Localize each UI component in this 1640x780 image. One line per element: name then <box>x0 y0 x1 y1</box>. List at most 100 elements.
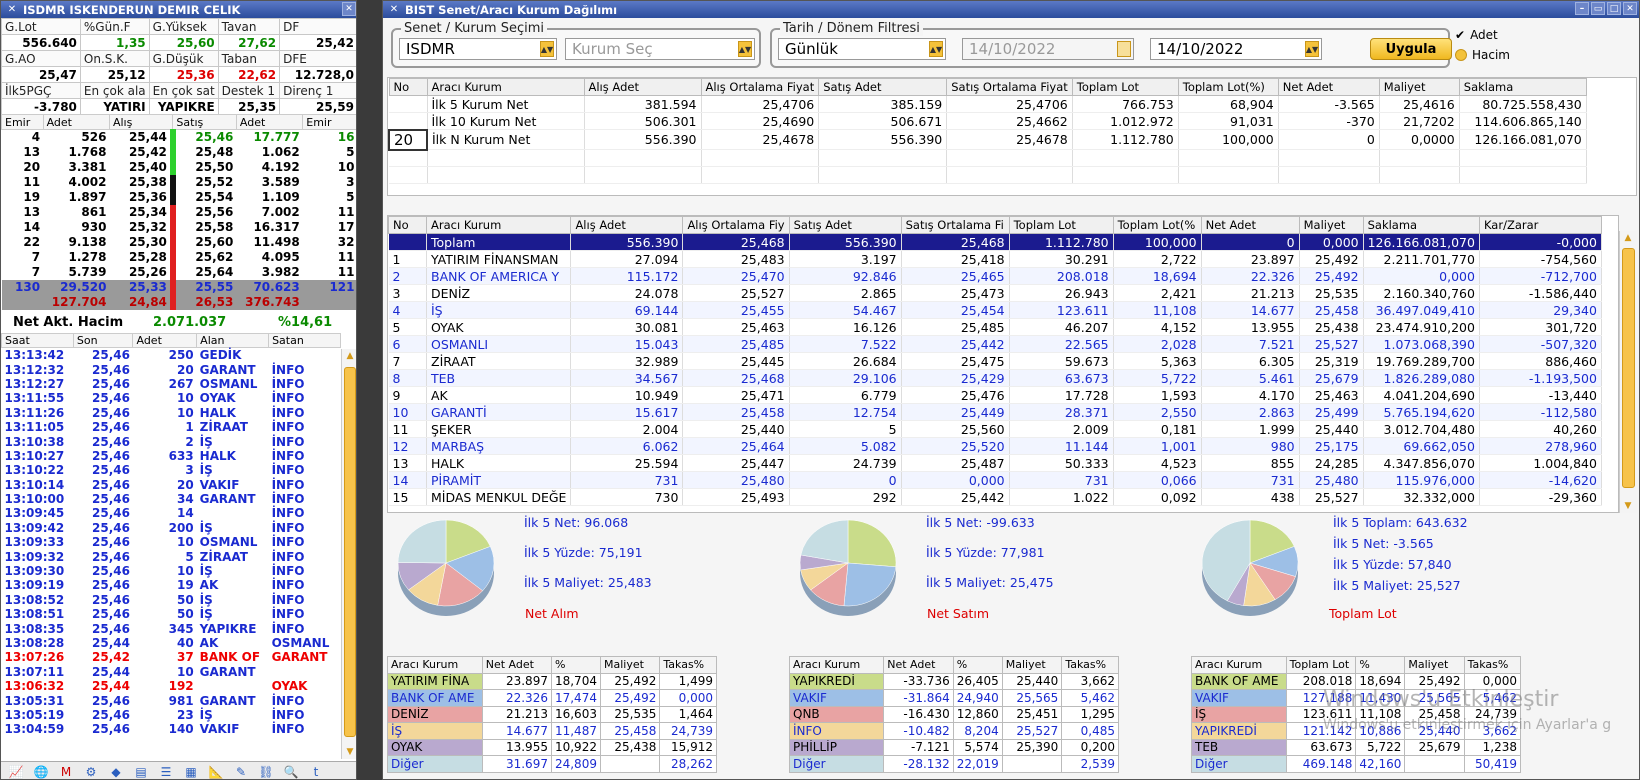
depth-row[interactable]: 20 3.381 25,40 25,50 4.192 10 <box>2 159 357 175</box>
pie-table-row[interactable]: Diğer -28.132 22,019 2,539 <box>788 755 1119 773</box>
trade-row[interactable]: 13:10:22 25,46 3 İŞ İNFO <box>2 463 341 477</box>
trade-row[interactable]: 13:07:26 25,42 37 BANK OF GARANT <box>2 650 341 664</box>
close-icon[interactable]: ✕ <box>389 4 399 15</box>
depth-row[interactable]: 11 4.002 25,38 25,52 3.589 3 <box>2 174 357 190</box>
trade-row[interactable]: 13:12:32 25,46 20 GARANT İNFO <box>2 362 341 377</box>
trade-row[interactable]: 13:09:19 25,46 19 AK İNFO <box>2 578 341 592</box>
maximize-icon[interactable]: □ <box>1607 2 1621 15</box>
pie-table-row[interactable]: YAPIKREDİ -33.736 26,405 25,440 3,662 <box>788 672 1119 690</box>
stock-titlebar[interactable]: ✕ ISDMR ISKENDERUN DEMIR CELIK ✕ <box>1 1 356 18</box>
pen-icon[interactable]: ✎ <box>235 764 247 779</box>
broker-row[interactable]: 3 DENİZ 24.078 25,527 2.865 25,473 26.943 2,421… <box>388 284 1602 302</box>
doc-icon[interactable]: ▤ <box>135 764 147 779</box>
ruler-icon[interactable]: 📐 <box>208 764 224 779</box>
trades-list[interactable]: Saat Son Adet Alan Satan 13:13:42 25,46 250 GEDİ… <box>1 333 356 758</box>
pie-table-row[interactable]: TEB 63.673 5,722 25,679 1,238 <box>1191 738 1522 756</box>
trade-row[interactable]: 13:11:26 25,46 10 HALK İNFO <box>2 406 341 420</box>
distribution-titlebar[interactable]: ✕ BIST Senet/Aracı Kurum Dağılımı – ▭ □ ✕ <box>383 1 1639 18</box>
trade-row[interactable]: 13:08:52 25,46 50 İŞ İNFO <box>2 593 341 607</box>
summary-col-header[interactable]: Toplam Lot <box>1071 78 1179 96</box>
broker-row[interactable]: 7 ZİRAAT 32.989 25,445 26.684 25,475 59.673 5,3… <box>388 352 1602 370</box>
chevron-down-icon[interactable]: ▲▼ <box>540 41 554 57</box>
checkbox-checked-icon[interactable]: ✔ <box>1455 28 1466 42</box>
summary-row[interactable]: İlk 5 Kurum Net 381.594 25,4706 385.159 25,4… <box>389 95 1587 113</box>
depth-row[interactable]: 14 930 25,32 25,58 16.317 17 <box>2 219 357 235</box>
pie-table-row[interactable]: İŞ 123.611 11,108 25,458 24,739 <box>1191 705 1522 723</box>
broker-row[interactable]: 9 AK 10.949 25,471 6.779 25,476 17.728 1,593 4.1… <box>388 386 1602 404</box>
depth-row[interactable]: 19 1.897 25,36 25,54 1.109 5 <box>2 189 357 205</box>
broker-row[interactable]: 6 OSMANLI 15.043 25,485 7.522 25,442 22.565 2,0… <box>388 335 1602 353</box>
kurum-select[interactable]: Kurum Seç ▲▼ <box>565 38 755 60</box>
broker-row[interactable]: 10 GARANTİ 15.617 25,458 12.754 25,449 28.371 2… <box>388 403 1602 421</box>
broker-row[interactable]: 2 BANK OF AMERICA Y 115.172 25,470 92.846 25,… <box>388 267 1602 285</box>
trade-row[interactable]: 13:11:55 25,46 10 OYAK İNFO <box>2 391 341 405</box>
broker-col-header[interactable]: Alış Adet <box>570 216 684 234</box>
broker-row[interactable]: 1 YATIRIM FİNANSMAN 27.094 25,483 3.197 25,41… <box>388 250 1602 268</box>
pie-table-row[interactable]: DENİZ 21.213 16,603 25,535 1,464 <box>387 705 717 723</box>
broker-row[interactable]: 12 MARBAŞ 6.062 25,464 5.082 25,520 11.144 1,00… <box>388 437 1602 455</box>
trade-row[interactable]: 13:09:32 25,46 5 ZİRAAT İNFO <box>2 549 341 564</box>
hacim-option[interactable]: Hacim <box>1455 48 1510 62</box>
adet-option[interactable]: ✔ Adet <box>1455 28 1498 42</box>
trade-row[interactable]: 13:11:05 25,46 1 ZİRAAT İNFO <box>2 420 341 434</box>
depth-row[interactable]: 22 9.138 25,30 25,60 11.498 32 <box>2 234 357 250</box>
broker-col-header[interactable]: Aracı Kurum <box>425 216 572 234</box>
period-select[interactable]: Günlük ▲▼ <box>778 38 946 60</box>
scroll-up-icon[interactable]: ▲ <box>346 351 354 361</box>
summary-col-header[interactable]: Satış Ortalama Fiyat <box>946 78 1073 96</box>
broker-total-row[interactable]: Toplam 556.390 25,468 556.390 25,468 1.112.78… <box>388 233 1602 251</box>
broker-row[interactable]: 11 ŞEKER 2.004 25,440 5 25,560 2.009 0,181 1.999… <box>388 420 1602 438</box>
broker-row[interactable]: 13 HALK 25.594 25,447 24.739 25,487 50.333 4,52… <box>388 454 1602 472</box>
broker-col-header[interactable]: Toplam Lot(% <box>1112 216 1202 234</box>
trade-row[interactable]: 13:06:32 25,44 192 OYAK <box>2 679 341 693</box>
radio-icon[interactable] <box>1455 49 1467 61</box>
scroll-down-icon[interactable]: ▼ <box>346 747 354 757</box>
trades-scrollbar[interactable]: ▲ ▼ <box>341 349 356 759</box>
restore-icon[interactable]: ▭ <box>1591 2 1605 15</box>
mail-icon[interactable]: M <box>60 764 72 779</box>
broker-row[interactable]: 8 TEB 34.567 25,468 29.106 25,429 63.673 5,722 5… <box>388 369 1602 387</box>
broker-row[interactable]: 5 OYAK 30.081 25,463 16.126 25,485 46.207 4,152… <box>388 318 1602 336</box>
list-icon[interactable]: ☰ <box>160 764 172 779</box>
pie-table-row[interactable]: QNB -16.430 12,860 25,451 1,295 <box>788 705 1119 723</box>
depth-row[interactable]: 4 526 25,44 25,46 17.777 16 <box>2 129 357 145</box>
apply-button[interactable]: Uygula <box>1370 38 1452 60</box>
close-icon[interactable]: ✕ <box>342 2 356 16</box>
broker-col-header[interactable]: Satış Ortalama Fi <box>900 216 1010 234</box>
twitter-icon[interactable]: t <box>313 764 319 779</box>
trade-row[interactable]: 13:13:42 25,46 250 GEDİK <box>2 348 341 362</box>
broker-row[interactable]: 4 İŞ 69.144 25,455 54.467 25,454 123.611 11,108… <box>388 301 1602 319</box>
trade-row[interactable]: 13:12:27 25,46 267 OSMANL İNFO <box>2 377 341 391</box>
pie-table-row[interactable]: VAKIF -31.864 24,940 25,565 5,462 <box>788 689 1119 707</box>
depth-row[interactable]: 7 1.278 25,28 25,62 4.095 11 <box>2 249 357 265</box>
trade-row[interactable]: 13:09:33 25,46 10 OSMANL İNFO <box>2 535 341 549</box>
pie-table-row[interactable]: YATIRIM FİNA 23.897 18,704 25,492 1,499 <box>387 672 717 690</box>
scroll-up-icon[interactable]: ▲ <box>1624 233 1632 243</box>
chevron-down-icon[interactable]: ▲▼ <box>738 41 752 57</box>
summary-col-header[interactable]: Saklama <box>1458 78 1587 96</box>
pie-table-row[interactable]: BANK OF AME 22.326 17,474 25,492 0,000 <box>387 689 717 707</box>
broker-col-header[interactable]: Alış Ortalama Fiy <box>682 216 790 234</box>
search-icon[interactable]: 🔍 <box>283 764 299 779</box>
scroll-thumb[interactable] <box>344 367 356 737</box>
trade-row[interactable]: 13:05:31 25,46 981 GARANT İNFO <box>2 693 341 708</box>
date-from-field[interactable]: 14/10/2022 <box>962 38 1134 60</box>
trade-row[interactable]: 13:10:14 25,46 20 VAKIF İNFO <box>2 478 341 492</box>
calendar-icon[interactable] <box>1117 41 1131 57</box>
pie-table-row[interactable]: PHİLLİP -7.121 5,574 25,390 0,200 <box>788 738 1119 756</box>
chart-icon[interactable]: 📈 <box>8 764 24 779</box>
pie-table-row[interactable]: Diğer 469.148 42,160 50,419 <box>1191 755 1522 773</box>
summary-col-header[interactable]: Toplam Lot(%) <box>1177 78 1279 96</box>
trade-row[interactable]: 13:10:27 25,46 633 HALK İNFO <box>2 449 341 463</box>
summary-row[interactable]: İlk 10 Kurum Net 506.301 25,4690 506.671 25,… <box>389 112 1587 130</box>
trade-row[interactable]: 13:07:11 25,44 10 GARANT <box>2 665 341 679</box>
close-icon[interactable]: ✕ <box>1623 2 1637 15</box>
broker-col-header[interactable]: Saklama <box>1362 216 1480 234</box>
chevron-down-icon[interactable]: ▲▼ <box>929 41 943 57</box>
scroll-thumb[interactable] <box>1622 248 1635 488</box>
summary-row[interactable]: 20 İlk N Kurum Net 556.390 25,4678 556.390 25… <box>388 128 1587 151</box>
close-icon[interactable]: ✕ <box>7 4 17 15</box>
trade-row[interactable]: 13:08:51 25,46 50 İŞ İNFO <box>2 607 341 621</box>
symbol-select[interactable]: ISDMR ▲▼ <box>399 38 557 60</box>
link-icon[interactable]: ⛓ <box>258 764 274 779</box>
